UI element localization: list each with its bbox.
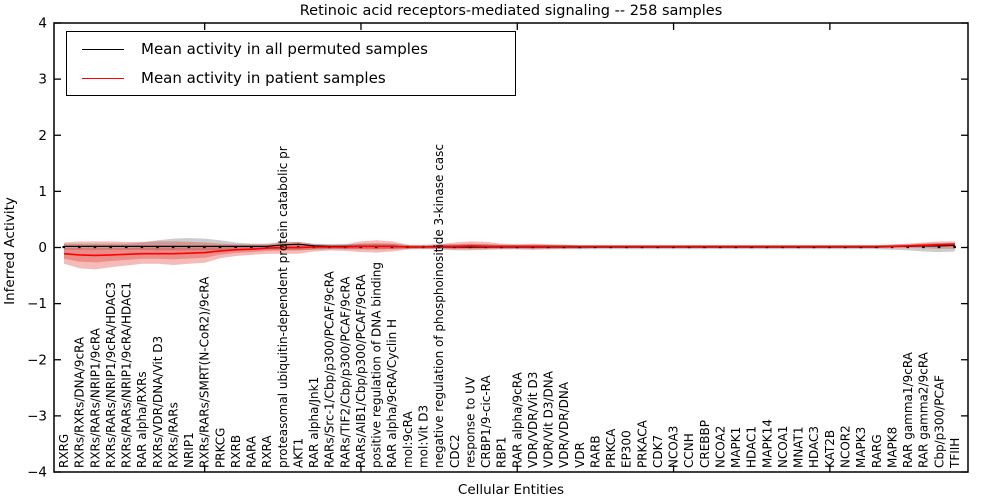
x-tick-label: HDAC3 xyxy=(807,426,821,468)
x-tick-label: RXRA xyxy=(260,435,274,468)
y-axis-title: Inferred Activity xyxy=(2,197,18,305)
x-tick-label: RAR alpha/9cRA xyxy=(510,371,524,468)
x-tick-label: RAR gamma2/9cRA xyxy=(917,351,931,468)
legend-item-patient: Mean activity in patient samples xyxy=(67,68,515,88)
x-tick-label: MAPK3 xyxy=(854,427,868,468)
x-tick-label: AKT1 xyxy=(291,438,305,468)
legend-label-permuted: Mean activity in all permuted samples xyxy=(141,40,428,58)
x-tick-label: RXRs/RARs/NRIP1/9cRA/HDAC3 xyxy=(104,282,118,468)
x-tick-label: response to UV xyxy=(463,376,477,468)
x-tick-label: RBP1 xyxy=(495,437,509,468)
x-tick-label: RXRs/RXRs/DNA/9cRA xyxy=(73,336,87,468)
x-tick-label: MAPK1 xyxy=(729,427,743,468)
y-tick-label: 2 xyxy=(38,128,47,144)
x-tick-labels: RXRG RXRs/RXRs/DNA/9cRA RXRs/RARs/NRIP1/9c… xyxy=(57,144,962,469)
mean-lines xyxy=(63,243,955,257)
x-tick-label: HDAC1 xyxy=(745,426,759,468)
x-tick-label: RXRG xyxy=(57,434,71,468)
x-tick-label: RARB xyxy=(588,435,602,468)
chart-title: Retinoic acid receptors-mediated signali… xyxy=(300,3,723,19)
x-tick-label: NCOA1 xyxy=(776,426,790,468)
legend-item-permuted: Mean activity in all permuted samples xyxy=(67,39,515,59)
x-tick-label: VDR xyxy=(573,442,587,468)
x-tick-label: RARs/AIB1/Cbp/p300/PCAF/9cRA xyxy=(354,274,368,468)
x-tick-label: RARA xyxy=(245,435,259,468)
x-tick-label: RAR alpha/Jnk1 xyxy=(307,377,321,468)
y-tick-label: 3 xyxy=(38,72,47,88)
x-tick-label: VDR/VDR/DNA xyxy=(557,381,571,468)
x-tick-label: CDC2 xyxy=(448,434,462,468)
x-tick-label: RAR alpha/9cRA/Cyclin H xyxy=(385,319,399,468)
x-tick-label: NCOA3 xyxy=(667,426,681,468)
x-tick-label: VDR/VDR/Vit D3 xyxy=(526,372,540,468)
y-tick-label: 4 xyxy=(38,16,47,32)
x-tick-label: NCOA2 xyxy=(713,426,727,468)
y-tick-label: −1 xyxy=(27,296,47,312)
x-tick-label: RXRs/RARs xyxy=(166,402,180,468)
x-tick-label: negative regulation of phosphoinositide … xyxy=(432,144,446,468)
x-tick-label: RXRs/RARs/NRIP1/9cRA/HDAC1 xyxy=(120,282,134,468)
legend-label-patient: Mean activity in patient samples xyxy=(141,69,386,87)
x-tick-label: PRKACA xyxy=(635,419,649,468)
confidence-bands xyxy=(64,238,955,270)
x-tick-label: NCOR2 xyxy=(839,425,853,468)
x-tick-label: NRIP1 xyxy=(182,432,196,468)
x-tick-label: TFIIH xyxy=(948,438,962,469)
axis-ticks xyxy=(54,22,968,473)
legend-box: Mean activity in all permuted samples Me… xyxy=(66,31,516,96)
x-axis-title: Cellular Entities xyxy=(458,482,564,498)
x-tick-label: RXRs/VDR/DNA/Vit D3 xyxy=(151,336,165,468)
y-tick-label: −3 xyxy=(27,408,47,424)
x-tick-label: RXRB xyxy=(229,435,243,468)
y-tick-label: 1 xyxy=(38,184,47,200)
x-tick-label: RAR gamma1/9cRA xyxy=(901,351,915,468)
x-tick-label: CRBP1/9-cic-RA xyxy=(479,374,493,468)
patient-mean-line xyxy=(63,243,955,257)
x-tick-label: VDR/Vit D3/DNA xyxy=(542,370,556,468)
x-tick-label: RXRs/RARs/NRIP1/9cRA xyxy=(88,327,102,468)
legend-line-patient-icon xyxy=(82,77,124,79)
x-tick-label: RARs/TIF2/Cbp/p300/PCAF/9cRA xyxy=(338,276,352,468)
x-tick-label: RAR alpha/RXRs xyxy=(135,371,149,468)
x-tick-label: Cbp/p300/PCAF xyxy=(932,375,946,468)
x-tick-label: RXRs/RARs/SMRT(N-CoR2)/9cRA xyxy=(198,276,212,468)
x-tick-label: mol:9cRA xyxy=(401,411,415,468)
x-tick-label: RARG xyxy=(870,434,884,468)
y-tick-label: −2 xyxy=(27,352,47,368)
x-tick-label: PRKCA xyxy=(604,428,618,468)
permuted-band xyxy=(64,238,955,253)
x-tick-label: mol:Vit D3 xyxy=(416,405,430,468)
y-tick-label: 0 xyxy=(38,240,47,256)
x-tick-label: MAPK8 xyxy=(885,427,899,468)
x-tick-label: CDK7 xyxy=(651,435,665,468)
x-tick-label: PRKCG xyxy=(213,428,227,468)
x-tick-label: KAT2B xyxy=(823,430,837,468)
x-tick-label: CREBBP xyxy=(698,420,712,468)
legend-line-permuted-icon xyxy=(82,48,124,50)
x-tick-label: MAPK14 xyxy=(760,419,774,468)
x-tick-label: proteasomal ubiquitin-dependent protein … xyxy=(276,146,290,468)
y-tick-labels: 4 3 2 1 0 −1 −2 −3 −4 xyxy=(27,16,47,481)
x-tick-label: RARs/Src-1/Cbp/p300/PCAF/9cRA xyxy=(323,270,337,468)
x-tick-label: MNAT1 xyxy=(792,426,806,468)
x-tick-label: EP300 xyxy=(620,430,634,468)
x-tick-label: CCNH xyxy=(682,433,696,468)
y-tick-label: −4 xyxy=(27,465,47,481)
x-tick-label: positive regulation of DNA binding xyxy=(370,262,384,468)
